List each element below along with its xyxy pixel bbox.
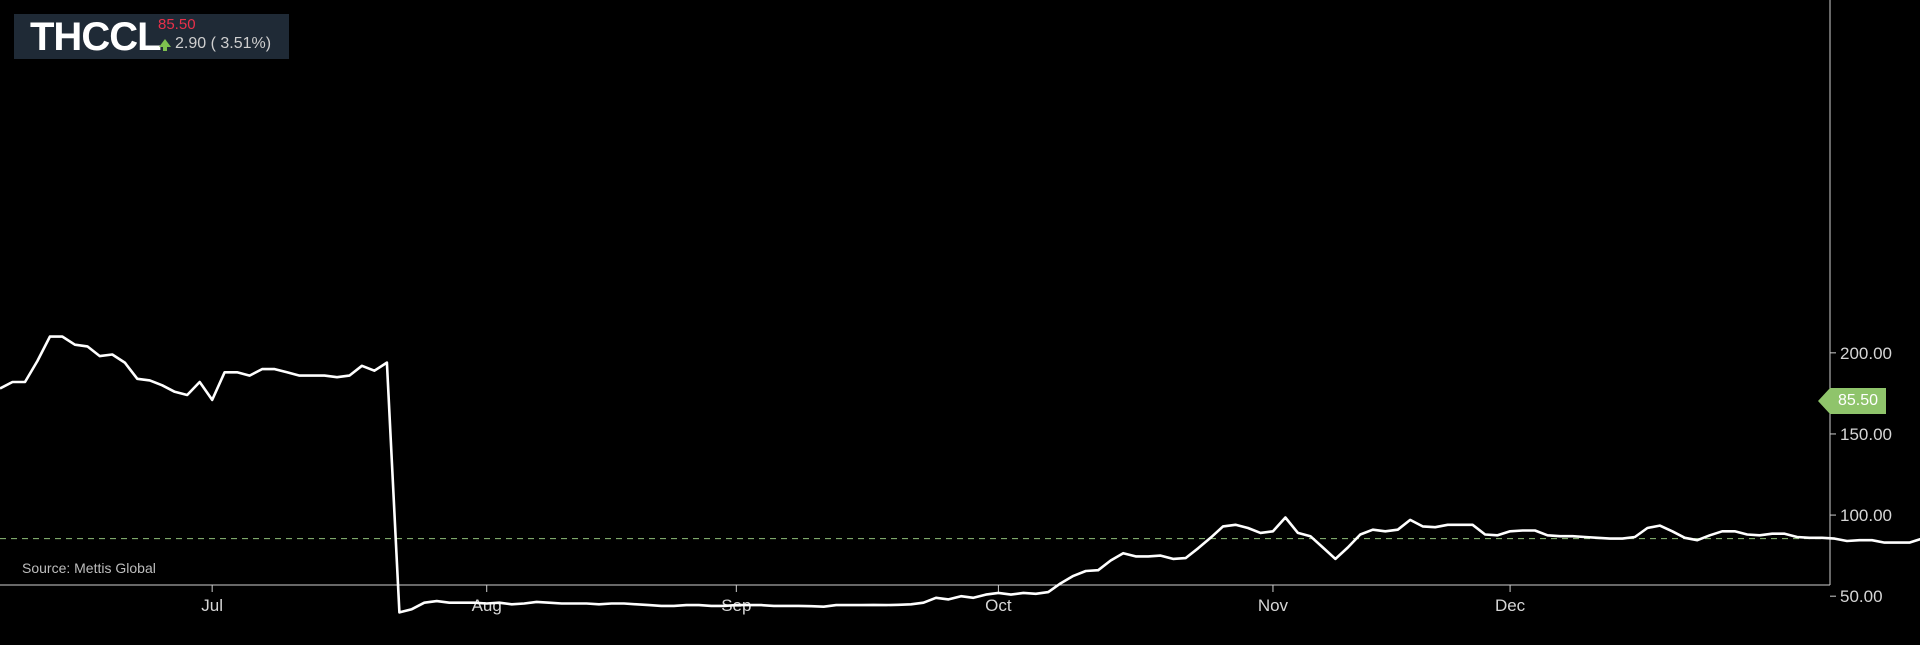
source-label: Source: Mettis Global xyxy=(22,560,156,576)
price-change: 2.90 ( 3.51%) xyxy=(159,34,271,54)
price-change-text: 2.90 ( 3.51%) xyxy=(175,35,272,52)
x-tick-label: Jul xyxy=(201,596,223,615)
y-tick-label: 100.00 xyxy=(1840,506,1892,525)
last-price: 85.50 xyxy=(158,16,196,33)
last-value-tag-shape xyxy=(1818,388,1886,414)
ticker-symbol: THCCL xyxy=(30,15,162,59)
up-arrow-icon xyxy=(159,39,171,51)
price-series-line xyxy=(0,335,1920,614)
x-tick-label: Dec xyxy=(1495,596,1526,615)
last-value-tag: 85.50 xyxy=(1818,388,1886,414)
y-tick-label: 200.00 xyxy=(1840,344,1892,363)
y-tick-label: 50.00 xyxy=(1840,587,1883,606)
x-tick-label: Oct xyxy=(985,596,1012,615)
y-tick-label: 150.00 xyxy=(1840,425,1892,444)
last-value-label: 85.50 xyxy=(1838,392,1879,409)
ticker-badge: THCCL 85.50 2.90 ( 3.51%) xyxy=(14,14,289,59)
x-tick-label: Aug xyxy=(472,596,502,615)
x-tick-label: Nov xyxy=(1258,596,1289,615)
